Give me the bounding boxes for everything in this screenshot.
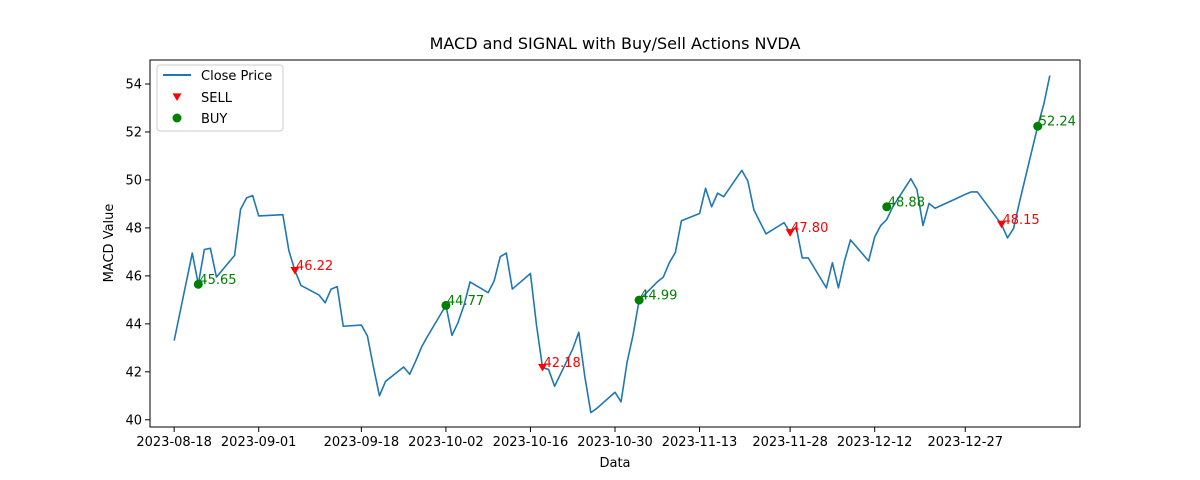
- sell-annotation: 47.80: [791, 221, 828, 236]
- series-layer: 46.22 42.18 47.80 48.15 45.65 44.77 44.99 48.88…: [173, 75, 1076, 414]
- x-tick-label: 2023-11-13: [662, 435, 738, 450]
- x-tick-label: 2023-11-28: [752, 435, 828, 450]
- close-price-line: [173, 75, 1051, 414]
- x-axis-label: Data: [599, 456, 630, 471]
- x-tick-label: 2023-12-12: [837, 435, 913, 450]
- buy-marker: [882, 202, 892, 212]
- x-tick-label: 2023-12-27: [927, 435, 1003, 450]
- x-tick-label: 2023-10-30: [577, 435, 653, 450]
- y-tick-label: 46: [125, 269, 142, 284]
- legend-label-sell: SELL: [201, 91, 233, 106]
- sell-marker: [290, 267, 300, 275]
- y-tick-label: 40: [125, 413, 142, 428]
- buy-marker: [1033, 121, 1043, 131]
- legend-label-buy: BUY: [201, 112, 227, 127]
- buy-annotation: 44.99: [640, 289, 677, 304]
- sell-annotation: 46.22: [296, 259, 333, 274]
- sell-annotation: 48.15: [1002, 213, 1039, 228]
- buy-annotation: 48.88: [888, 195, 925, 210]
- legend: Close Price SELL BUY: [156, 64, 284, 132]
- buy-marker: [193, 279, 203, 289]
- x-tick-label: 2023-09-18: [324, 435, 400, 450]
- sell-marker: [785, 229, 795, 237]
- plot-frame: [149, 59, 1081, 428]
- legend-sell-marker: [172, 93, 182, 102]
- x-tick-label: 2023-10-16: [493, 435, 569, 450]
- buy-marker: [634, 295, 644, 305]
- y-tick-label: 52: [125, 125, 142, 140]
- sell-marker: [538, 363, 548, 372]
- y-tick-label: 42: [125, 365, 142, 380]
- x-axis-ticks: 2023-08-18 2023-09-01 2023-09-18 2023-10-02…: [136, 427, 1003, 450]
- legend-buy-marker: [172, 113, 182, 123]
- y-tick-label: 50: [125, 173, 142, 188]
- legend-label-close-price: Close Price: [201, 69, 272, 84]
- buy-annotation: 44.77: [447, 294, 484, 309]
- x-tick-label: 2023-10-02: [408, 435, 484, 450]
- chart-title: MACD and SIGNAL with Buy/Sell Actions NV…: [430, 34, 801, 53]
- buy-marker: [441, 300, 451, 310]
- y-axis-ticks: 40 42 44 46 48 50 52 54: [125, 77, 150, 428]
- sell-marker: [996, 220, 1006, 229]
- legend-box: [156, 64, 284, 132]
- y-tick-label: 44: [125, 317, 142, 332]
- y-tick-label: 54: [125, 77, 142, 92]
- y-tick-label: 48: [125, 221, 142, 236]
- buy-annotation: 45.65: [199, 273, 236, 288]
- buy-annotation: 52.24: [1039, 115, 1076, 130]
- x-tick-label: 2023-08-18: [136, 435, 212, 450]
- y-axis-label: MACD Value: [102, 204, 117, 283]
- sell-annotation: 42.18: [544, 356, 581, 371]
- x-tick-label: 2023-09-01: [221, 435, 297, 450]
